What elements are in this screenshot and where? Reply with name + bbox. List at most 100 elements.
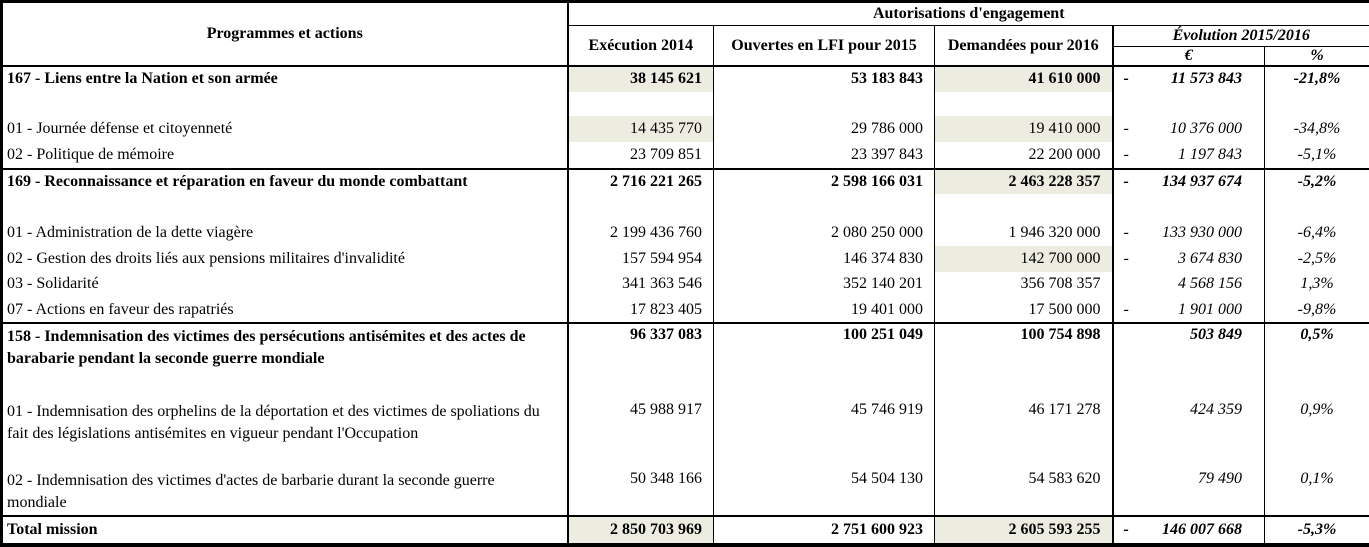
demandees-cell: 100 754 898: [934, 321, 1114, 399]
header-row-group: Programmes et actions Autorisations d'en…: [1, 1, 1369, 67]
evolution-percent-cell: -5,1%: [1297, 145, 1337, 163]
lfi-cell: 23 397 843: [713, 142, 935, 169]
section-row-167: 167 - Liens entre la Nation et son armée…: [1, 66, 1369, 92]
evolution-euro-cell: 503 849: [1112, 321, 1265, 399]
column-header-evolution: Évolution 2015/2016: [1112, 25, 1369, 47]
lfi-cell: 53 183 843: [713, 66, 935, 92]
minus-sign: -: [1123, 300, 1129, 318]
minus-sign: -: [1123, 145, 1129, 163]
evolution-percent-cell: 0,9%: [1300, 400, 1334, 418]
lfi-cell: 45 746 919: [713, 398, 935, 468]
row-label: 167 - Liens entre la Nation et son armée: [1, 66, 569, 92]
table-body: 167 - Liens entre la Nation et son armée…: [1, 66, 1369, 545]
row-label: 01 - Administration de la dette viagère: [1, 220, 569, 246]
demandees-cell: 22 200 000: [934, 142, 1114, 169]
action-row-167-02: 02 - Politique de mémoire 23 709 851 23 …: [1, 142, 1369, 169]
evolution-percent-cell: 1,3%: [1300, 275, 1334, 293]
row-label: 02 - Politique de mémoire: [1, 142, 569, 169]
minus-sign: -: [1123, 173, 1129, 191]
total-row: Total mission 2 850 703 969 2 751 600 92…: [1, 515, 1369, 545]
row-label: 02 - Gestion des droits liés aux pension…: [1, 245, 569, 272]
action-row-158-02: 02 - Indemnisation des victimes d'actes …: [1, 467, 1369, 517]
lfi-cell: 352 140 201: [713, 271, 935, 298]
column-header-programmes: Programmes et actions: [1, 1, 569, 67]
evolution-euro-cell: - 134 937 674: [1112, 167, 1265, 195]
header-row-columns: Exécution 2014 Ouvertes en LFI pour 2015…: [2, 25, 1369, 67]
execution-cell: 2 716 221 265: [567, 167, 714, 195]
evolution-percent-cell: -2,5%: [1297, 249, 1337, 267]
row-label: 02 - Indemnisation des victimes d'actes …: [1, 467, 569, 517]
column-header-euro: €: [1112, 46, 1265, 67]
action-row-169-07: 07 - Actions en faveur des rapatriés 17 …: [1, 297, 1369, 323]
evolution-percent-cell: -9,8%: [1297, 300, 1337, 318]
column-header-execution-2014: Exécution 2014: [567, 25, 714, 67]
minus-sign: -: [1123, 521, 1129, 539]
table-header: Programmes et actions Autorisations d'en…: [1, 1, 1369, 67]
lfi-cell: 2 598 166 031: [713, 167, 935, 195]
demandees-cell: 41 610 000: [934, 66, 1114, 92]
evolution-euro-cell: 424 359: [1112, 398, 1265, 468]
section-row-169: 169 - Reconnaissance et réparation en fa…: [1, 167, 1369, 195]
evolution-percent-cell: -5,3%: [1264, 515, 1369, 545]
evolution-euro-value: 503 849: [1190, 325, 1242, 343]
action-row-169-03: 03 - Solidarité 341 363 546 352 140 201 …: [1, 271, 1369, 298]
demandees-cell: 2 463 228 357: [934, 167, 1114, 195]
execution-cell: 2 199 436 760: [567, 220, 714, 246]
evolution-percent-cell: 0,1%: [1300, 469, 1334, 487]
row-label: 158 - Indemnisation des victimes des per…: [1, 321, 569, 399]
lfi-cell: 2 080 250 000: [713, 220, 935, 246]
section-row-158: 158 - Indemnisation des victimes des per…: [1, 321, 1369, 399]
lfi-cell: 54 504 130: [713, 467, 935, 517]
header-row-subcolumns: € %: [2, 46, 1369, 67]
evolution-euro-value: 4 568 156: [1178, 275, 1242, 293]
execution-cell: 17 823 405: [567, 297, 714, 323]
row-label: 03 - Solidarité: [1, 271, 569, 298]
execution-cell: 45 988 917: [567, 398, 714, 468]
spacer-row: [1, 91, 1369, 117]
column-header-lfi-2015: Ouvertes en LFI pour 2015: [713, 25, 935, 67]
evolution-euro-value: 146 007 668: [1162, 521, 1242, 539]
row-label: 169 - Reconnaissance et réparation en fa…: [1, 167, 569, 195]
demandees-cell: 142 700 000: [934, 245, 1114, 272]
action-row-169-01: 01 - Administration de la dette viagère …: [1, 220, 1369, 246]
evolution-euro-value: 134 937 674: [1162, 173, 1242, 191]
row-label: 01 - Indemnisation des orphelins de la d…: [1, 398, 569, 468]
row-label: 07 - Actions en faveur des rapatriés: [1, 297, 569, 323]
spacer-row: [1, 194, 1369, 221]
column-header-demandees-2016: Demandées pour 2016: [934, 25, 1114, 67]
evolution-percent-cell: 0,5%: [1264, 321, 1369, 399]
execution-cell: 14 435 770: [567, 116, 714, 143]
execution-cell: 2 850 703 969: [567, 515, 714, 545]
evolution-percent-cell: -21,8%: [1293, 70, 1341, 88]
execution-cell: 50 348 166: [567, 467, 714, 517]
demandees-cell: 17 500 000: [934, 297, 1114, 323]
evolution-euro-cell: - 3 674 830: [1112, 245, 1265, 272]
lfi-cell: 19 401 000: [713, 297, 935, 323]
evolution-euro-cell: 79 490: [1112, 467, 1265, 517]
execution-cell: 38 145 621: [567, 66, 714, 92]
evolution-percent-cell: -5,2%: [1264, 167, 1369, 195]
lfi-cell: 29 786 000: [713, 116, 935, 143]
minus-sign: -: [1123, 223, 1129, 241]
evolution-euro-value: 424 359: [1190, 400, 1242, 418]
column-header-percent: %: [1264, 46, 1369, 67]
execution-cell: 157 594 954: [567, 245, 714, 272]
evolution-euro-cell: - 11 573 843: [1112, 66, 1265, 92]
lfi-cell: 2 751 600 923: [713, 515, 935, 545]
evolution-euro-cell: - 133 930 000: [1112, 220, 1265, 246]
evolution-euro-value: 1 901 000: [1178, 300, 1242, 318]
evolution-euro-cell: 4 568 156: [1112, 271, 1265, 298]
row-label: Total mission: [1, 515, 569, 545]
evolution-euro-cell: - 1 197 843: [1112, 142, 1265, 169]
execution-cell: 96 337 083: [567, 321, 714, 399]
execution-cell: 341 363 546: [567, 271, 714, 298]
demandees-cell: 46 171 278: [934, 398, 1114, 468]
row-label: 01 - Journée défense et citoyenneté: [1, 116, 569, 143]
demandees-cell: 2 605 593 255: [934, 515, 1114, 545]
lfi-cell: 100 251 049: [713, 321, 935, 399]
execution-cell: 23 709 851: [567, 142, 714, 169]
action-row-158-01: 01 - Indemnisation des orphelins de la d…: [1, 398, 1369, 468]
evolution-euro-value: 1 197 843: [1178, 145, 1242, 163]
